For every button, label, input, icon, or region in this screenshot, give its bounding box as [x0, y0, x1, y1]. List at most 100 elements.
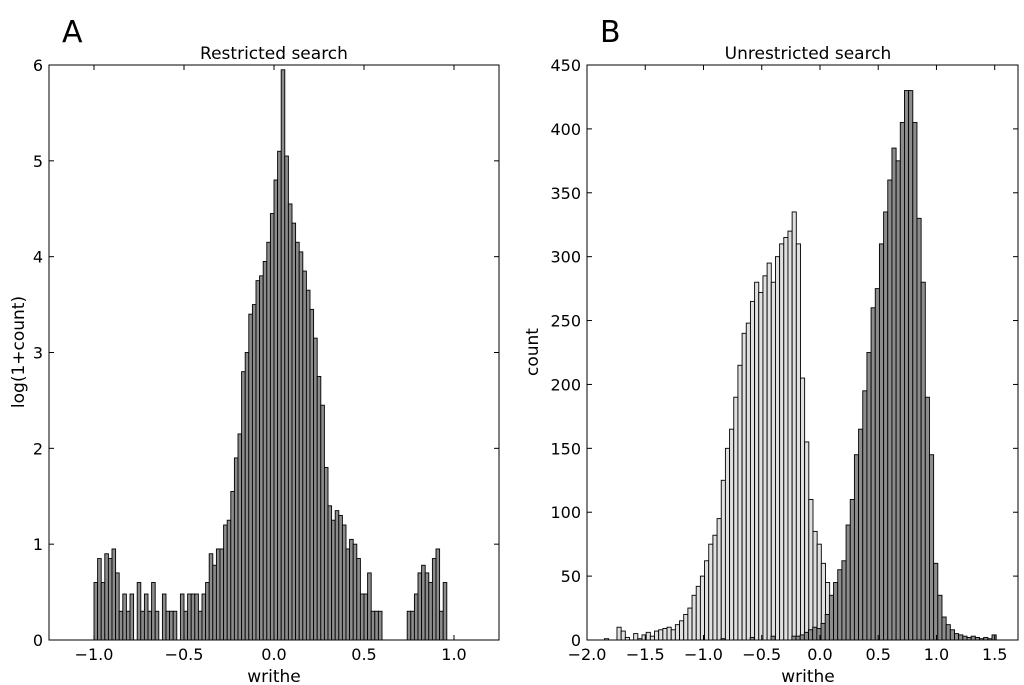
- bar: [962, 635, 968, 641]
- bar: [316, 376, 322, 641]
- bar: [970, 635, 976, 641]
- bar: [277, 150, 282, 641]
- bar: [745, 322, 751, 641]
- bar: [883, 211, 889, 641]
- bar: [413, 593, 419, 641]
- bar: [154, 610, 160, 641]
- bar: [439, 610, 444, 641]
- bar: [194, 593, 199, 641]
- bar: [244, 352, 250, 641]
- bar: [987, 638, 993, 641]
- bar: [104, 553, 109, 641]
- x-tick-label: −0.5: [742, 645, 781, 664]
- bar: [327, 505, 333, 641]
- bar: [874, 288, 880, 641]
- bar: [226, 519, 232, 641]
- bar: [670, 629, 676, 641]
- bar: [604, 638, 610, 641]
- bar: [219, 548, 225, 641]
- bar: [966, 636, 972, 641]
- bar: [795, 243, 801, 641]
- bar: [201, 593, 207, 641]
- bar: [140, 610, 145, 641]
- bar: [616, 626, 622, 641]
- bar: [356, 558, 361, 641]
- panel-b: B Unrestricted search −2.0 −1.5 −1.0 −0.5 0.…: [523, 15, 1019, 685]
- bar: [695, 585, 701, 641]
- bar: [779, 243, 785, 641]
- bar: [295, 241, 300, 641]
- bar: [762, 275, 768, 641]
- bar: [833, 582, 839, 641]
- x-tick-label: 0.5: [865, 645, 890, 664]
- y-tick-label: 0: [571, 631, 581, 650]
- bar: [197, 610, 203, 641]
- bar: [733, 396, 739, 641]
- bar: [147, 610, 153, 641]
- bar: [687, 607, 693, 641]
- bar: [237, 433, 243, 641]
- bar: [654, 630, 660, 641]
- bar: [190, 593, 196, 641]
- y-tick-label: 200: [550, 375, 581, 394]
- bar: [187, 593, 192, 641]
- bar: [945, 624, 951, 641]
- bar: [212, 564, 217, 641]
- bar: [165, 610, 171, 641]
- bar: [370, 610, 376, 641]
- bar: [183, 610, 189, 641]
- x-axis-label: writhe: [781, 667, 835, 685]
- bars: [604, 90, 997, 641]
- bar: [791, 211, 797, 641]
- bar: [924, 396, 930, 641]
- bar: [255, 280, 261, 641]
- bar: [208, 553, 214, 641]
- x-tick-label: −1.5: [626, 645, 665, 664]
- bar: [804, 441, 810, 641]
- y-tick-label: 50: [561, 567, 581, 586]
- panel-label: B: [600, 15, 621, 50]
- bar: [367, 572, 372, 641]
- bar: [349, 538, 354, 641]
- bar: [991, 634, 997, 641]
- y-axis-label: log(1+count): [9, 296, 29, 408]
- bar: [808, 498, 814, 641]
- bar: [979, 638, 985, 641]
- bar: [749, 636, 755, 641]
- y-tick-label: 400: [550, 120, 581, 139]
- bar: [424, 572, 430, 641]
- bar: [916, 217, 922, 641]
- bar: [812, 626, 818, 641]
- panel-label: A: [62, 15, 83, 50]
- bar: [233, 457, 239, 641]
- bar: [704, 560, 710, 641]
- bar: [754, 281, 760, 641]
- bar: [280, 69, 286, 641]
- chart-title: Unrestricted search: [725, 44, 892, 64]
- bar: [417, 572, 423, 641]
- y-tick-label: 6: [33, 56, 43, 75]
- bar: [799, 634, 805, 641]
- bar: [870, 307, 876, 641]
- x-tick-label: 0.0: [807, 645, 832, 664]
- bar: [620, 630, 626, 641]
- bar: [933, 562, 939, 641]
- y-tick-label: 100: [550, 503, 581, 522]
- bar: [724, 447, 731, 641]
- bar: [266, 241, 271, 641]
- bar: [662, 628, 668, 641]
- bar: [674, 624, 680, 641]
- bar: [920, 281, 926, 641]
- bar: [284, 155, 289, 641]
- bar: [172, 610, 178, 641]
- bar: [352, 543, 358, 641]
- bar: [93, 582, 99, 641]
- bar: [248, 313, 253, 641]
- bar: [633, 633, 639, 641]
- bar: [729, 428, 735, 641]
- bar: [720, 638, 726, 641]
- bar: [712, 534, 718, 641]
- bar: [421, 564, 426, 641]
- x-tick-label: −1.0: [75, 645, 114, 664]
